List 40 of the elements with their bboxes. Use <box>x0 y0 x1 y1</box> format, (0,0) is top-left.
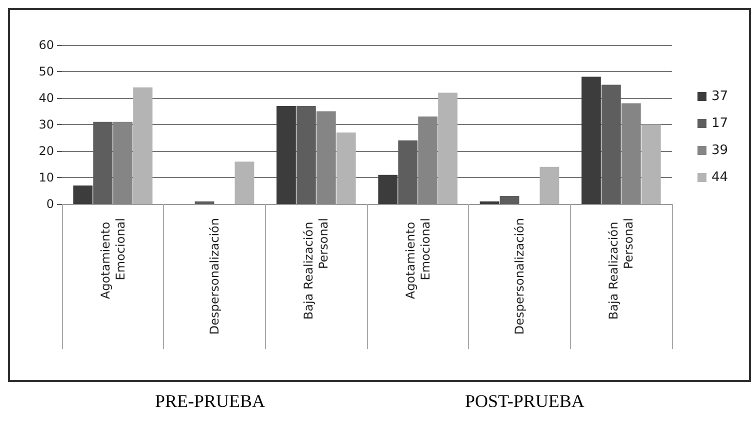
text: PRE-PRUEBA <box>155 391 266 411</box>
legend-label: 17 <box>711 116 728 131</box>
bar <box>418 116 438 204</box>
bar <box>398 140 418 204</box>
text: POST-PRUEBA <box>465 391 584 411</box>
y-tick-label: 30 <box>38 118 54 132</box>
bar <box>113 122 133 204</box>
x-tick-label: Baja Realización Personal <box>302 218 331 320</box>
y-tick-label: 50 <box>38 64 54 78</box>
y-tick-label: 0 <box>46 197 54 211</box>
legend-label: 44 <box>711 170 728 185</box>
bar <box>194 201 214 204</box>
y-tick-label: 40 <box>38 91 54 105</box>
bar <box>641 124 661 204</box>
x-tick-label: Baja Realización Personal <box>606 218 636 320</box>
bar <box>73 185 93 204</box>
bar <box>296 106 316 204</box>
y-tick-label: 10 <box>38 170 54 184</box>
bar <box>234 162 254 204</box>
bar <box>500 196 520 204</box>
bar <box>540 166 560 204</box>
bar <box>438 92 458 204</box>
legend-label: 37 <box>711 89 728 104</box>
x-tick-label: Agotamiento Emocional <box>403 218 432 300</box>
bar <box>480 201 500 204</box>
bar <box>621 103 641 204</box>
x-tick-label: Despersonalización <box>208 218 222 335</box>
y-tick-label: 20 <box>38 144 54 158</box>
bar <box>276 106 296 204</box>
x-tick-label: Agotamiento Emocional <box>98 218 128 300</box>
bar <box>316 111 336 204</box>
bar <box>336 132 356 204</box>
bar <box>93 122 113 204</box>
y-tick-label: 60 <box>38 38 54 52</box>
legend-label: 39 <box>711 143 728 158</box>
bar <box>601 84 621 204</box>
bar <box>378 174 398 204</box>
bar <box>133 87 152 204</box>
bar <box>582 76 601 204</box>
x-tick-label: Despersonalización <box>512 218 526 335</box>
